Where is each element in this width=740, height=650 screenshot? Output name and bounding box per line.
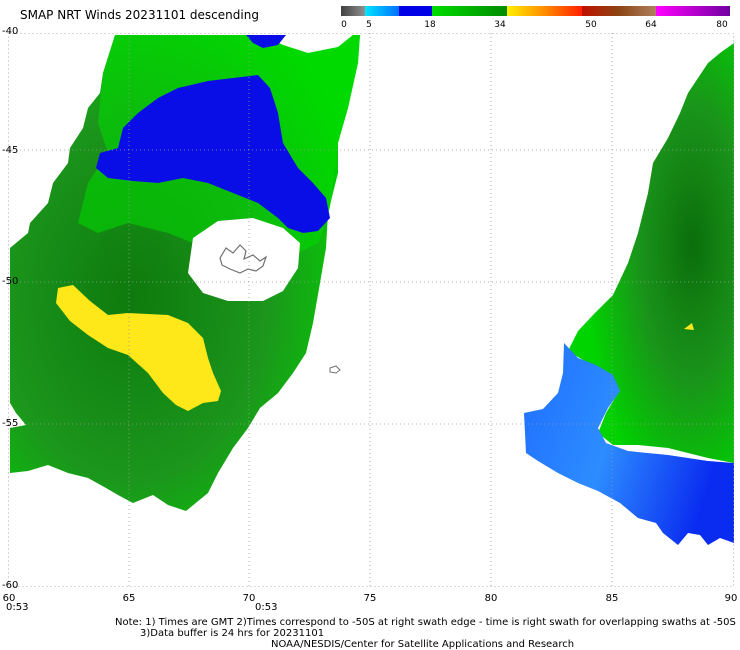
time-label-left: 0:53 [6,602,29,613]
lon-label-65: 65 [122,593,136,604]
heard-island [329,365,341,374]
lon-label-80: 80 [484,593,498,604]
left-blue-region [96,75,330,233]
legend-seg-calm [341,6,365,16]
lat-label--40: -40 [2,26,19,37]
legend-label-18: 18 [424,20,436,30]
legend-seg-gale [507,6,582,16]
legend-labels: 0 5 18 34 50 64 80 [0,20,740,32]
legend-label-80: 80 [716,20,728,30]
top-blue-notch [246,35,286,48]
legend-seg-light [365,6,399,16]
wind-map [8,33,734,588]
lon-label-85: 85 [605,593,619,604]
legend-label-5: 5 [366,20,372,30]
legend-label-50: 50 [585,20,597,30]
lon-label-90: 90 [724,593,738,604]
legend-label-64: 64 [645,20,657,30]
wind-speed-legend [341,6,730,16]
lat-label--55: -55 [2,418,19,429]
map-title: SMAP NRT Winds 20231101 descending [20,8,259,22]
footer-note-line1: Note: 1) Times are GMT 2)Times correspon… [115,617,736,628]
left-yellow-region [56,285,221,411]
lon-label-75: 75 [363,593,377,604]
lat-label--60: -60 [2,580,19,591]
right-blue-region [524,343,734,545]
lon-label-60: 60 [2,593,16,604]
right-small-yellow [684,323,694,330]
legend-seg-storm [582,6,656,16]
lon-label-70: 70 [242,593,256,604]
graticule [8,33,734,588]
legend-seg-moderate [399,6,432,16]
right-swath [568,43,734,463]
footer-note-line2: 3)Data buffer is 24 hrs for 20231101 [140,628,325,639]
legend-label-34: 34 [494,20,506,30]
legend-label-0: 0 [341,20,347,30]
lat-label--50: -50 [2,276,19,287]
time-label-right: 0:53 [255,602,278,613]
legend-seg-extreme [656,6,730,16]
footer-credit: NOAA/NESDIS/Center for Satellite Applica… [271,639,575,650]
lat-label--45: -45 [2,145,19,156]
legend-seg-strong [432,6,507,16]
kerguelen-island [219,244,268,274]
